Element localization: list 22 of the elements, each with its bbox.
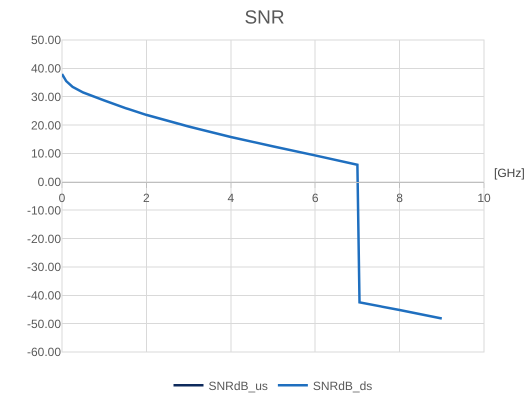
x-axis-title: [GHz] xyxy=(494,166,525,180)
x-tick-label: 0 xyxy=(58,191,66,206)
y-tick-label: -10.00 xyxy=(26,203,62,218)
y-tick-label: 10.00 xyxy=(30,146,62,161)
x-tick-label: 6 xyxy=(312,191,319,206)
y-tick-label: 20.00 xyxy=(30,118,62,132)
y-tick-label: 0.00 xyxy=(38,175,62,190)
chart-title: SNR xyxy=(244,8,285,29)
y-tick-label: -50.00 xyxy=(26,316,62,331)
y-tick-label: -60.00 xyxy=(26,345,62,360)
x-tick-label: 2 xyxy=(143,191,150,206)
legend-label: SNRdB_ds xyxy=(312,378,372,393)
x-tick-label: 8 xyxy=(396,191,404,206)
y-tick-label: -40.00 xyxy=(26,288,62,302)
y-tick-label: 50.00 xyxy=(30,33,62,48)
legend-label: SNRdB_us xyxy=(208,378,268,393)
y-tick-label: -20.00 xyxy=(26,232,62,246)
x-tick-label: 4 xyxy=(227,191,234,206)
y-tick-label: -30.00 xyxy=(26,260,62,274)
y-tick-label: 40.00 xyxy=(30,62,62,76)
y-tick-label: 30.00 xyxy=(30,90,62,104)
x-tick-label: 10 xyxy=(477,191,491,206)
